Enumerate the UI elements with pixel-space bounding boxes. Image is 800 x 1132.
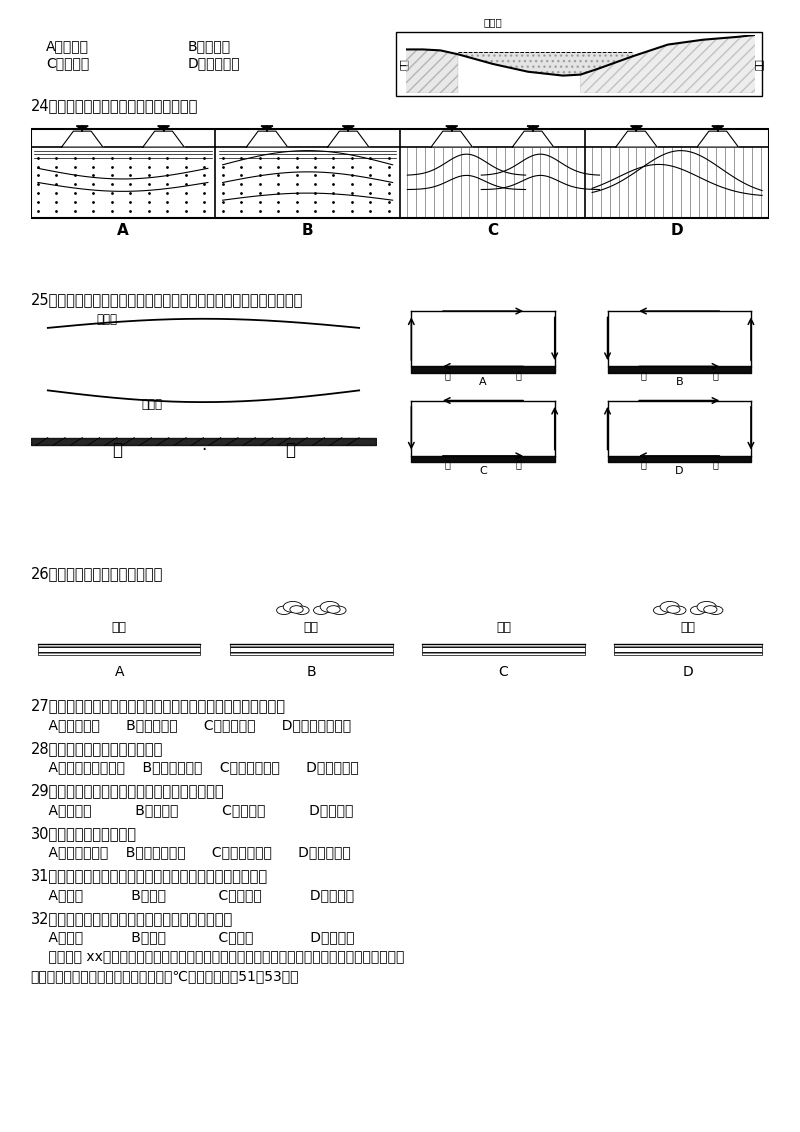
Text: 24、在下列地质构造上，最适宜建坝的是: 24、在下列地质构造上，最适宜建坝的是 — [30, 97, 198, 113]
Text: C．南半球: C．南半球 — [46, 55, 90, 70]
Text: 左岸: 左岸 — [754, 58, 764, 70]
Text: 25、下列热力环流图正确且与图中甲、乙两地气压分布状态相符的是: 25、下列热力环流图正确且与图中甲、乙两地气压分布状态相符的是 — [30, 292, 303, 308]
Text: 28、影响风力大小的主要因素是: 28、影响风力大小的主要因素是 — [30, 740, 163, 756]
Text: A．北美洲东部    B．南美洲东部      C．大洋洲东部      D．亚洲东部: A．北美洲东部 B．南美洲东部 C．大洋洲东部 D．亚洲东部 — [30, 846, 350, 859]
Text: A．北半球: A．北半球 — [46, 40, 90, 53]
Text: 北京申办 xx年奥运会成功，「绳色奥运」的口号与北京目前的城市环境还有一定距离。下图是: 北京申办 xx年奥运会成功，「绳色奥运」的口号与北京目前的城市环境还有一定距离。… — [30, 951, 404, 964]
Text: A．冷锋           B．暖锋            C．气旋             D．反气旋: A．冷锋 B．暖锋 C．气旋 D．反气旋 — [30, 931, 354, 944]
Text: 32、造成我国北方「秋高气爽」天气的天气系统是: 32、造成我国北方「秋高气爽」天气的天气系统是 — [30, 911, 233, 926]
Text: 26、下图中，昼夜温差最小的是: 26、下图中，昼夜温差最小的是 — [30, 566, 163, 582]
Text: 右岸: 右岸 — [398, 58, 409, 70]
Text: A．水平气压梯度力    B．地转偏向力    C．地面摩擦力      D．地心引力: A．水平气压梯度力 B．地转偏向力 C．地面摩擦力 D．地心引力 — [30, 761, 358, 774]
Text: 27、春末夏初，我国长江中下游地区梅雨天气的形成，主要是受: 27、春末夏初，我国长江中下游地区梅雨天气的形成，主要是受 — [30, 698, 286, 713]
Bar — [396, 32, 762, 96]
Text: 北京城、郊区年平均气温分布图（单位℃），读图回等51～53题。: 北京城、郊区年平均气温分布图（单位℃），读图回等51～53题。 — [30, 969, 299, 984]
Text: D．回归线上: D．回归线上 — [188, 55, 240, 70]
Text: 31、「羌笛何须怨杨柳，春风不度玉门关」中的「春风」是: 31、「羌笛何须怨杨柳，春风不度玉门关」中的「春风」是 — [30, 868, 268, 883]
Text: B．赤道上: B．赤道上 — [188, 40, 231, 53]
Text: A．冷锋影响      B．暖锋影响      C．西风影响      D．准静止锋影响: A．冷锋影响 B．暖锋影响 C．西风影响 D．准静止锋影响 — [30, 718, 350, 731]
Text: A．东风           B．西风            C．冬季风           D．夏季风: A．东风 B．西风 C．冬季风 D．夏季风 — [30, 887, 354, 902]
Text: 29、我国南极中山站的五星红旗常年飘扬方向是: 29、我国南极中山站的五星红旗常年飘扬方向是 — [30, 783, 224, 798]
Text: 30、最典型的季风环流在: 30、最典型的季风环流在 — [30, 825, 137, 841]
Text: A．向西北          B．向西南          C．向东北          D．向东南: A．向西北 B．向西南 C．向东北 D．向东南 — [30, 803, 353, 817]
Text: 横剖面: 横剖面 — [483, 17, 502, 27]
